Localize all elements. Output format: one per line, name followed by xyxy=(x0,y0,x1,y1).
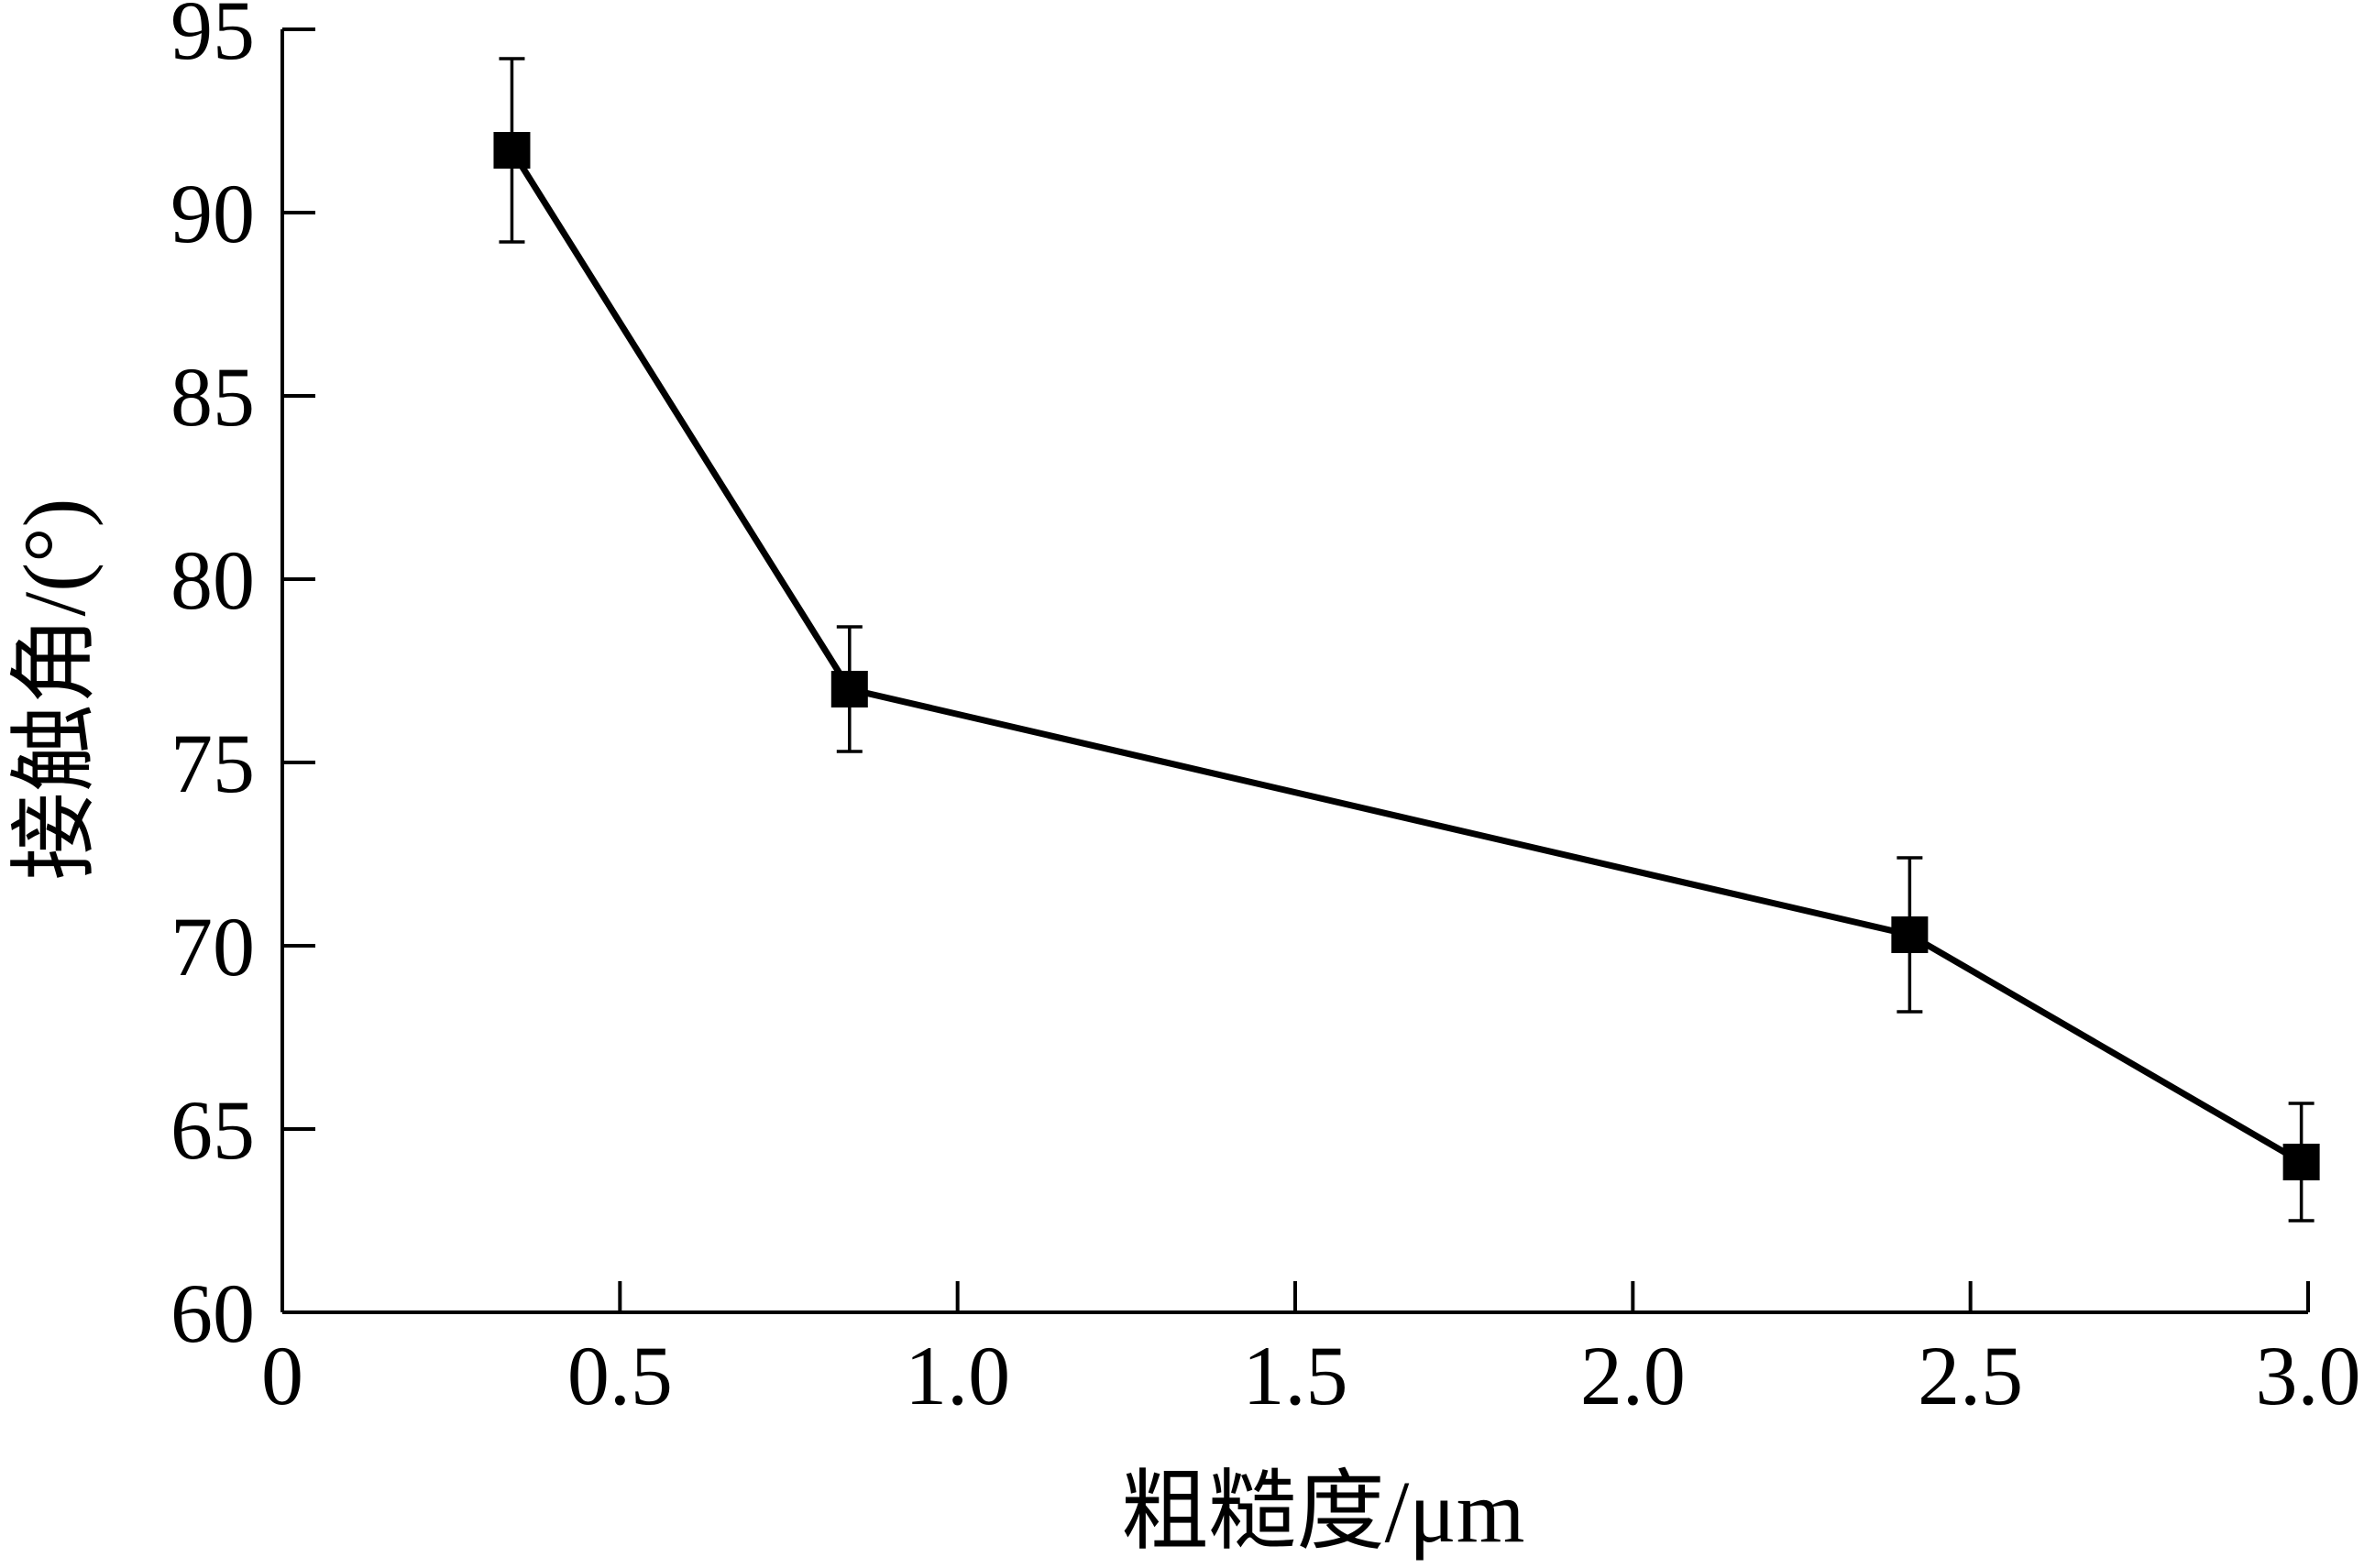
y-tick-label: 60 xyxy=(170,1266,255,1360)
x-tick-label: 0 xyxy=(261,1329,303,1422)
x-tick-label: 1.5 xyxy=(1243,1329,1348,1422)
data-point xyxy=(2282,1144,2320,1180)
y-tick-label: 70 xyxy=(170,900,255,993)
y-tick-label: 90 xyxy=(170,167,255,260)
series-line xyxy=(509,148,2304,1166)
x-axis-title: 粗糙度/μm xyxy=(1121,1463,1525,1561)
data-point xyxy=(1891,916,1929,953)
x-tick-label: 2.5 xyxy=(1918,1329,2023,1422)
y-axis-title: 接触角/(°) xyxy=(5,499,104,881)
y-tick-label: 65 xyxy=(170,1083,255,1177)
data-point xyxy=(830,671,868,707)
x-tick-label: 2.0 xyxy=(1580,1329,1686,1422)
y-tick-label: 75 xyxy=(170,717,255,810)
x-tick-label: 1.0 xyxy=(905,1329,1010,1422)
x-tick-label: 0.5 xyxy=(567,1329,673,1422)
x-tick-label: 3.0 xyxy=(2256,1329,2361,1422)
y-tick-label: 80 xyxy=(170,533,255,627)
y-tick-label: 85 xyxy=(170,350,255,444)
axes xyxy=(280,29,2308,1314)
ticks: 0 0.5 1.0 1.5 2.0 2.5 3.0 60 65 70 75 80 85 90 95 xyxy=(170,0,2361,1422)
series-layer xyxy=(493,57,2320,1223)
y-tick-label: 95 xyxy=(170,0,255,77)
data-point xyxy=(493,132,531,169)
